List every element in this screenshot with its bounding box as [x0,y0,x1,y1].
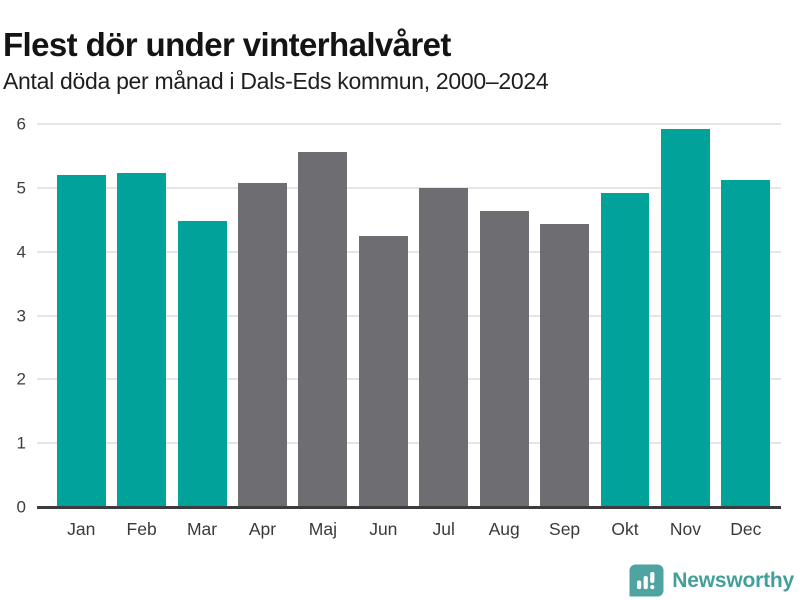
x-axis-line [37,506,781,509]
y-tick-label-0: 0 [16,497,26,517]
y-tick-label-6: 6 [16,114,26,134]
brand-name: Newsworthy [672,568,794,592]
bar-slot-jun [353,124,413,507]
bar-maj [298,152,348,507]
gridline-2 [37,378,781,381]
bar-feb [117,172,167,507]
gridline-5 [37,186,781,189]
x-tick-label-jan: Jan [67,519,96,539]
bar-chart-speech-bubble-icon [629,564,664,597]
bar-slot-aug [474,124,534,507]
bar-okt [600,192,650,507]
gridline-4 [37,250,781,253]
x-tick-label-maj: Maj [308,519,337,539]
plot-area [37,123,781,509]
bar-jun [358,236,408,507]
bar-slot-okt [595,124,655,507]
bar-slot-maj [293,124,353,507]
y-axis: 0 1 2 3 4 5 6 [0,116,34,516]
bar-slot-nov [655,124,715,507]
x-tick-label-feb: Feb [126,519,157,539]
bar-apr [238,182,287,507]
x-tick-label-sep: Sep [549,519,581,539]
bar-slot-jul [414,124,474,507]
bars-row [42,124,781,507]
y-tick-label-3: 3 [16,306,26,325]
bar-slot-sep [534,124,594,507]
x-axis: Jan Feb Mar Apr Maj Jun Jul Aug Sep Okt Nov Dec [42,519,781,540]
bar-dec [721,180,771,507]
newsworthy-logo: Newsworthy [629,564,794,597]
y-tick-label-1: 1 [16,433,26,453]
bar-slot-apr [232,124,292,507]
bar-slot-feb [111,124,171,507]
x-tick-label-apr: Apr [248,519,277,539]
bar-mar [177,221,227,507]
bar-jan [56,175,106,507]
bar-slot-dec [716,124,776,507]
x-tick-label-dec: Dec [730,519,762,539]
x-tick-label-aug: Aug [488,519,520,539]
bar-sep [540,223,590,507]
bar-slot-mar [172,124,232,507]
bar-chart: 0 1 2 3 4 5 6 Jan Feb Mar Apr Maj Jun Jul Aug Sep Okt No… [0,112,800,572]
bar-aug [479,210,529,507]
x-tick-label-jul: Jul [432,519,455,539]
x-tick-label-jun: Jun [369,519,398,539]
y-tick-label-4: 4 [16,242,26,262]
y-tick-label-2: 2 [16,369,26,389]
bar-slot-jan [51,124,111,507]
y-tick-label-5: 5 [16,178,26,198]
x-tick-label-okt: Okt [611,519,639,539]
x-tick-label-mar: Mar [186,519,218,539]
gridline-3 [37,314,781,317]
x-tick-label-nov: Nov [669,519,701,539]
bar-nov [660,129,710,507]
chart-subtitle: Antal döda per månad i Dals-Eds kommun, … [3,68,549,94]
gridline-6 [37,123,781,125]
bar-jul [419,187,469,507]
gridline-1 [37,442,781,445]
chart-title: Flest dör under vinterhalvåret [3,26,451,64]
